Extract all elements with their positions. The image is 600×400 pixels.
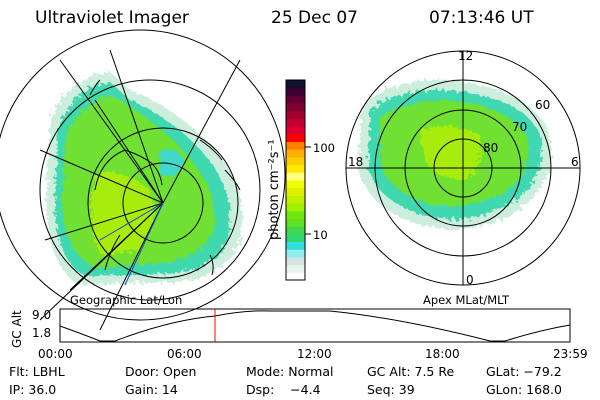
geographic-aurora-image	[46, 72, 243, 285]
mlt-label-0: 0	[466, 273, 474, 287]
colorbar-tick-10: 10	[313, 228, 328, 242]
colorbar-band	[286, 110, 305, 119]
alt-plot-frame	[59, 308, 571, 343]
alt-ytick-max: 9.0	[32, 308, 51, 322]
colorbar-band	[286, 210, 305, 219]
mlt-label-18: 18	[348, 155, 363, 169]
colorbar-band	[286, 126, 305, 135]
colorbar-band	[286, 118, 305, 127]
colorbar-band	[286, 95, 305, 104]
coastlines	[89, 79, 241, 276]
colorbar-band	[286, 249, 305, 258]
colorbar-band	[286, 87, 305, 96]
time-label: 07:13:46 UT	[429, 8, 534, 28]
mlat-label-70: 70	[512, 120, 527, 134]
seq-info: Seq: 39	[367, 382, 415, 397]
left-map-caption: Geographic Lat/Lon	[70, 293, 182, 307]
gain-info: Gain: 14	[125, 382, 178, 397]
alt-ylabel: GC Alt	[10, 310, 24, 348]
alt-curve	[59, 310, 571, 342]
mlat-label-80: 80	[483, 141, 498, 155]
glat-info: GLat: −79.2	[486, 364, 562, 379]
colorbar-label: photon cm⁻²s⁻¹	[267, 139, 282, 240]
colorbar-band	[286, 218, 305, 227]
alt-ytick-min: 1.8	[32, 326, 51, 340]
right-map-caption: Apex MLat/MLT	[423, 293, 510, 307]
alt-xtick-1: 06:00	[167, 347, 202, 361]
colorbar-band	[286, 233, 305, 243]
colorbar-band	[286, 80, 305, 89]
colorbar-band	[286, 264, 305, 273]
colorbar-band	[286, 149, 305, 158]
geographic-meridians-blue	[99, 202, 164, 286]
ip-info: IP: 36.0	[9, 382, 57, 397]
door-info: Door: Open	[125, 364, 197, 379]
filter-info: Flt: LBHL	[9, 364, 65, 379]
colorbar-band	[286, 164, 305, 173]
colorbar-band	[286, 241, 305, 250]
colorbar-band	[286, 141, 305, 150]
colorbar-band	[286, 203, 305, 212]
alt-xtick-2: 12:00	[297, 347, 332, 361]
date-label: 25 Dec 07	[271, 8, 358, 28]
colorbar-band	[286, 180, 305, 189]
polar-grid	[345, 50, 581, 286]
colorbar-tick-100: 100	[313, 141, 335, 155]
dsp-info: Dsp: −4.4	[246, 382, 321, 397]
colorbar-band	[286, 187, 305, 196]
glon-info: GLon: 168.0	[486, 382, 562, 397]
colorbar-band	[286, 256, 305, 266]
colorbar-band	[286, 133, 305, 143]
alt-xtick-0: 00:00	[38, 347, 73, 361]
colorbar-band	[286, 103, 305, 112]
instrument-title: Ultraviolet Imager	[35, 8, 189, 28]
colorbar-band	[286, 226, 305, 235]
colorbar-band	[286, 272, 305, 281]
colorbar	[286, 80, 305, 281]
gc-alt-info: GC Alt: 7.5 Re	[367, 364, 455, 379]
alt-xtick-3: 18:00	[425, 347, 460, 361]
mlt-label-6: 6	[571, 155, 579, 169]
colorbar-band	[286, 172, 305, 181]
mlat-label-60: 60	[535, 98, 550, 112]
colorbar-band	[286, 195, 305, 204]
mode-info: Mode: Normal	[246, 364, 334, 379]
alt-xtick-4: 23:59	[553, 347, 588, 361]
colorbar-band	[286, 156, 305, 166]
mlt-label-12: 12	[458, 49, 473, 63]
